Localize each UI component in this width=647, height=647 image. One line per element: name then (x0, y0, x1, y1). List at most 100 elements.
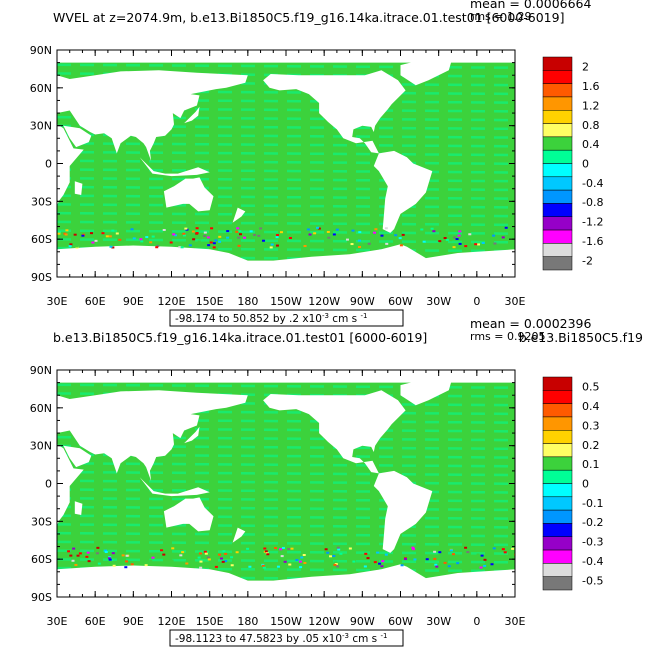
anomaly-cell (380, 234, 384, 237)
anomaly-cell (302, 553, 306, 556)
anomaly-cell (69, 554, 73, 557)
anomaly-cell (351, 229, 355, 232)
anomaly-cell (249, 230, 253, 233)
anomaly-cell (476, 553, 480, 556)
y-tick-label: 90S (31, 591, 52, 604)
anomaly-cell (237, 236, 241, 239)
anomaly-cell (207, 244, 211, 247)
anomaly-cell (204, 552, 208, 555)
colorbar-swatch (542, 443, 573, 458)
anomaly-cell (401, 233, 405, 236)
colorbar-label: 0.8 (582, 119, 600, 132)
anomaly-cell (287, 548, 291, 551)
ocean-texture-line (57, 203, 515, 209)
anomaly-cell (257, 234, 261, 237)
colorbar-swatch (542, 229, 573, 244)
colorbar-swatch (542, 456, 573, 471)
anomaly-cell (332, 233, 336, 236)
ocean-texture-line (57, 470, 515, 477)
anomaly-cell (221, 560, 225, 563)
anomaly-cell (214, 565, 218, 568)
anomaly-cell (464, 546, 468, 549)
land-mask (163, 497, 214, 532)
anomaly-cell (372, 231, 376, 234)
x-tick-label: 30W (426, 615, 451, 628)
anomaly-cell (420, 228, 424, 231)
anomaly-cell (235, 230, 239, 233)
anomaly-cell (130, 228, 134, 231)
y-tick-label: 60S (31, 553, 52, 566)
panel-bottom: b.e13.Bi1850C5.f19_g16.14ka.itrace.01.te… (30, 316, 643, 647)
colorbar-label: -2 (582, 254, 593, 267)
anomaly-cell (490, 563, 494, 566)
y-tick-label: 30S (31, 515, 52, 528)
ocean-texture-line (57, 229, 515, 235)
anomaly-cell (306, 228, 310, 231)
colorbar-swatch (542, 110, 573, 124)
x-tick-label: 0 (473, 615, 480, 628)
anomaly-cell (479, 566, 483, 569)
anomaly-cell (91, 241, 95, 244)
x-tick-label: 150W (270, 295, 302, 308)
anomaly-cell (197, 556, 201, 559)
anomaly-cell (151, 556, 155, 559)
anomaly-cell (477, 243, 481, 246)
anomaly-cell (199, 566, 203, 569)
anomaly-cell (248, 565, 252, 568)
anomaly-cell (178, 246, 182, 249)
ocean-texture-line (57, 194, 515, 200)
panel-top: WVEL at z=2074.9m, b.e13.Bi1850C5.f19_g1… (30, 0, 603, 327)
anomaly-cell (456, 562, 460, 565)
anomaly-cell (130, 563, 134, 566)
land-mask (57, 244, 515, 277)
anomaly-cell (466, 551, 470, 554)
anomaly-cell (432, 230, 436, 233)
anomaly-cell (281, 546, 285, 549)
colorbar-swatch (542, 163, 573, 178)
anomaly-cell (333, 563, 337, 566)
colorbar-label: 0.1 (582, 458, 600, 471)
anomaly-cell (64, 233, 68, 236)
anomaly-cell (348, 547, 352, 550)
anomaly-cell (326, 230, 330, 233)
land-mask (139, 157, 210, 177)
anomaly-cell (457, 234, 461, 237)
anomaly-cell (411, 546, 415, 549)
anomaly-cell (374, 228, 378, 231)
y-tick-label: 60N (30, 82, 52, 95)
anomaly-cell (85, 555, 89, 558)
anomaly-cell (71, 559, 75, 562)
anomaly-cell (316, 226, 320, 229)
ocean-texture-line (57, 211, 515, 218)
anomaly-cell (104, 551, 108, 554)
anomaly-cell (171, 547, 175, 550)
anomaly-cell (104, 549, 108, 552)
colorbar-swatch (542, 83, 573, 98)
anomaly-cell (363, 565, 367, 568)
anomaly-cell (262, 239, 266, 242)
colorbar-label: 0.3 (582, 419, 600, 432)
anomaly-cell (281, 226, 285, 229)
anomaly-cell (300, 556, 304, 559)
y-tick-label: 30S (31, 195, 52, 208)
anomaly-cell (87, 560, 91, 563)
anomaly-cell (283, 560, 287, 563)
anomaly-cell (209, 241, 213, 244)
anomaly-cell (236, 227, 240, 230)
anomaly-cell (206, 556, 210, 559)
x-tick-label: 30E (47, 295, 68, 308)
land-mask (139, 477, 210, 497)
anomaly-cell (235, 242, 239, 245)
anomaly-cell (89, 232, 93, 235)
plot-title: WVEL at z=2074.9m, b.e13.Bi1850C5.f19_g1… (53, 10, 564, 25)
anomaly-cell (332, 554, 336, 557)
x-tick-label: 0 (473, 295, 480, 308)
anomaly-cell (203, 234, 207, 237)
colorbar-swatch (542, 216, 573, 231)
anomaly-cell (505, 237, 509, 240)
land-mask (163, 177, 214, 212)
anomaly-cell (453, 236, 457, 239)
anomaly-cell (107, 557, 111, 560)
colorbar-label: -0.4 (582, 555, 603, 568)
